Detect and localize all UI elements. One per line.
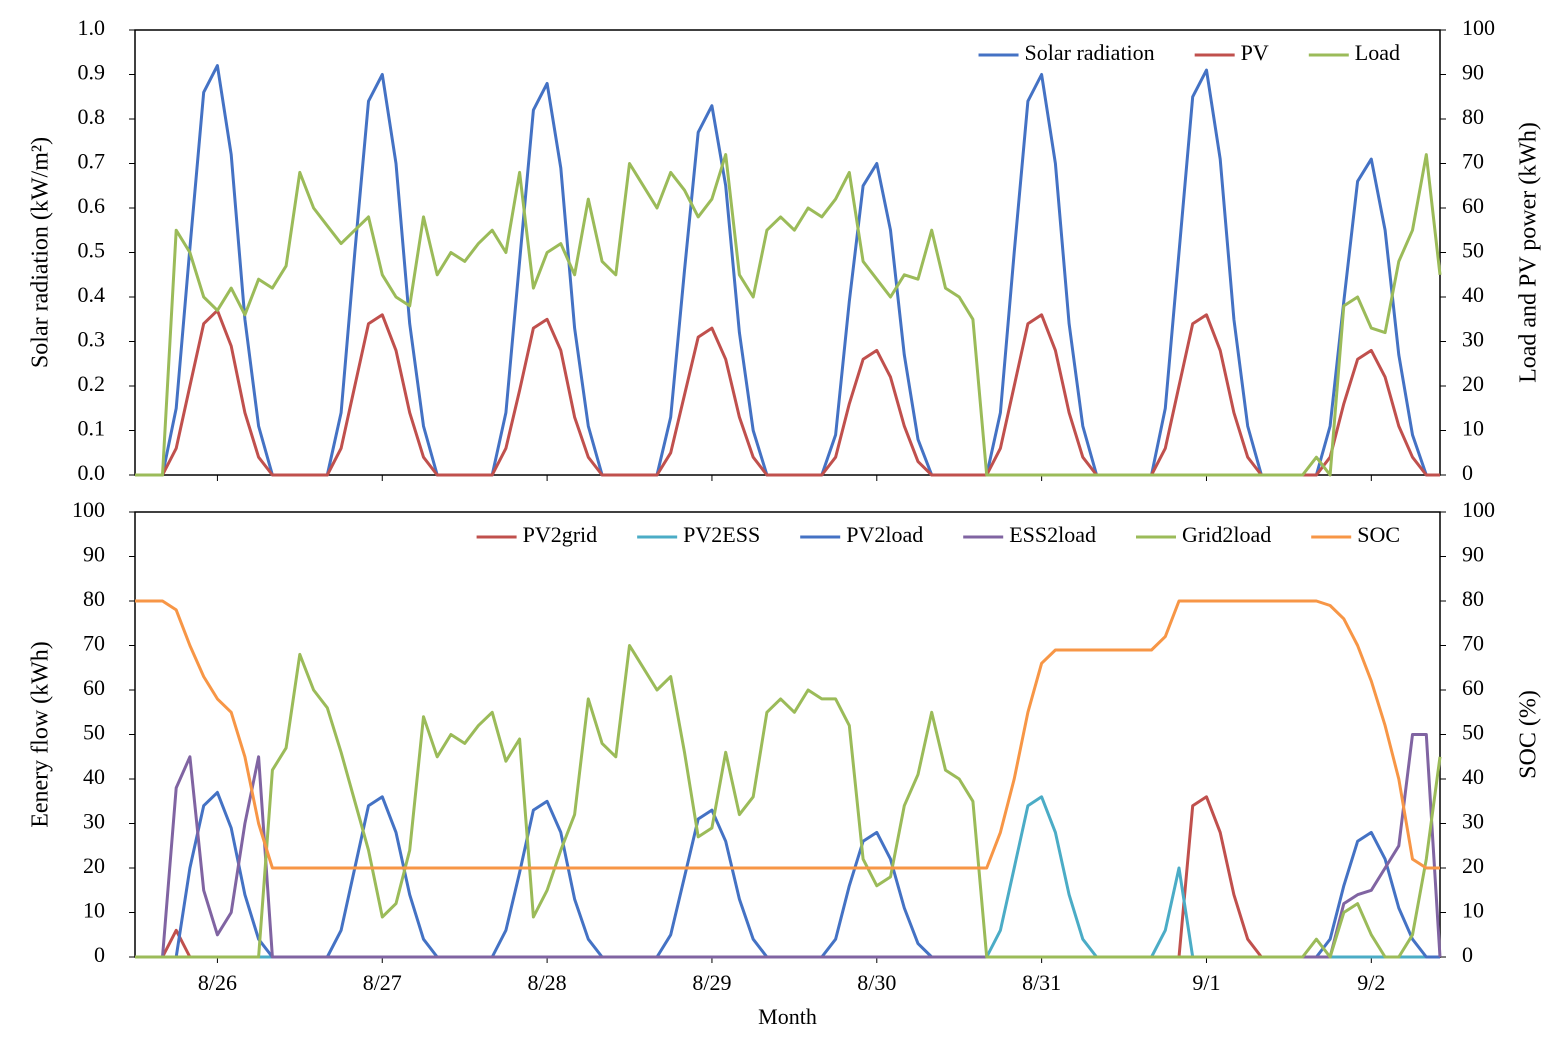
y-tick-label: 80 <box>83 586 105 611</box>
x-axis-title: Month <box>758 1004 817 1029</box>
y-tick-label: 40 <box>83 764 105 789</box>
x-tick-label: 8/31 <box>1022 970 1061 995</box>
legend-label: Grid2load <box>1182 522 1271 547</box>
y-tick-label: 0.3 <box>78 327 106 352</box>
y2-tick-label: 0 <box>1462 942 1473 967</box>
x-tick-label: 8/26 <box>198 970 237 995</box>
series-line <box>135 64 1440 477</box>
y2-tick-label: 10 <box>1462 898 1484 923</box>
y2-tick-label: 100 <box>1462 497 1495 522</box>
panel: 0.0 0.1 0.2 0.3 0.4 0.5 0.6 0.7 0.8 0.9 1.0 0 10 20 30… <box>28 15 1542 485</box>
y-tick-label: 90 <box>83 542 105 567</box>
y2-tick-label: 20 <box>1462 853 1484 878</box>
series-line <box>135 644 1442 959</box>
series-line <box>135 599 1440 870</box>
y2-tick-label: 60 <box>1462 675 1484 700</box>
plot-frame <box>134 511 1441 958</box>
legend: PV2grid PV2ESS PV2load ESS2load Grid2load SOC <box>476 522 1400 547</box>
y-tick-label: 0.6 <box>78 193 106 218</box>
legend-label: PV2load <box>846 522 923 547</box>
y-tick-label: 0 <box>94 942 105 967</box>
y2-tick-label: 80 <box>1462 586 1484 611</box>
y-tick-label: 0.8 <box>78 104 106 129</box>
y2-tick-label: 60 <box>1462 193 1484 218</box>
y2-axis-title: Load and PV power (kWh) <box>1516 122 1542 383</box>
x-tick-label: 9/1 <box>1192 970 1220 995</box>
series-line <box>135 153 1442 477</box>
y2-tick-label: 30 <box>1462 809 1484 834</box>
y2-tick-label: 100 <box>1462 15 1495 40</box>
x-tick-label: 9/2 <box>1357 970 1385 995</box>
y2-tick-label: 20 <box>1462 371 1484 396</box>
y-tick-label: 100 <box>72 497 105 522</box>
y-tick-label: 20 <box>83 853 105 878</box>
legend-label: SOC <box>1357 522 1400 547</box>
y2-tick-label: 40 <box>1462 282 1484 307</box>
y2-axis-title: SOC (%) <box>1516 690 1542 779</box>
legend-label: ESS2load <box>1009 522 1096 547</box>
y-tick-label: 70 <box>83 631 105 656</box>
series-line <box>135 795 1440 959</box>
legend-label: PV2ESS <box>683 522 760 547</box>
panel: 0 10 20 30 40 50 60 70 80 90 100 0 10 20 30 40 50 60 70 80 9… <box>28 497 1542 1029</box>
legend-label: Solar radiation <box>1025 40 1155 65</box>
y-tick-label: 0.0 <box>78 460 106 485</box>
y2-tick-label: 10 <box>1462 416 1484 441</box>
y-axis-title: Solar radiation (kW/m²) <box>28 137 54 368</box>
x-tick-label: 8/30 <box>857 970 896 995</box>
y2-tick-label: 90 <box>1462 542 1484 567</box>
y2-tick-label: 0 <box>1462 460 1473 485</box>
y-tick-label: 10 <box>83 898 105 923</box>
x-tick-label: 8/27 <box>363 970 402 995</box>
y-tick-label: 1.0 <box>78 15 106 40</box>
y2-tick-label: 40 <box>1462 764 1484 789</box>
y2-tick-label: 80 <box>1462 104 1484 129</box>
y2-tick-label: 90 <box>1462 60 1484 85</box>
y-tick-label: 30 <box>83 809 105 834</box>
y2-tick-label: 70 <box>1462 631 1484 656</box>
y-tick-label: 60 <box>83 675 105 700</box>
y2-tick-label: 50 <box>1462 720 1484 745</box>
series-line <box>135 308 1440 477</box>
y2-tick-label: 70 <box>1462 149 1484 174</box>
legend-label: Load <box>1355 40 1400 65</box>
legend-label: PV2grid <box>523 522 598 547</box>
y-tick-label: 0.1 <box>78 416 106 441</box>
y-axis-title: Eenery flow (kWh) <box>28 641 54 828</box>
x-tick-label: 8/29 <box>692 970 731 995</box>
y-tick-label: 0.2 <box>78 371 106 396</box>
legend: Solar radiation PV Load <box>978 40 1400 65</box>
y2-tick-label: 50 <box>1462 238 1484 263</box>
y2-tick-label: 30 <box>1462 327 1484 352</box>
x-tick-label: 8/28 <box>528 970 567 995</box>
y-tick-label: 0.4 <box>78 282 106 307</box>
y-tick-label: 0.5 <box>78 238 106 263</box>
legend-label: PV <box>1241 40 1269 65</box>
y-tick-label: 0.7 <box>78 149 106 174</box>
y-tick-label: 50 <box>83 720 105 745</box>
y-tick-label: 0.9 <box>78 60 106 85</box>
